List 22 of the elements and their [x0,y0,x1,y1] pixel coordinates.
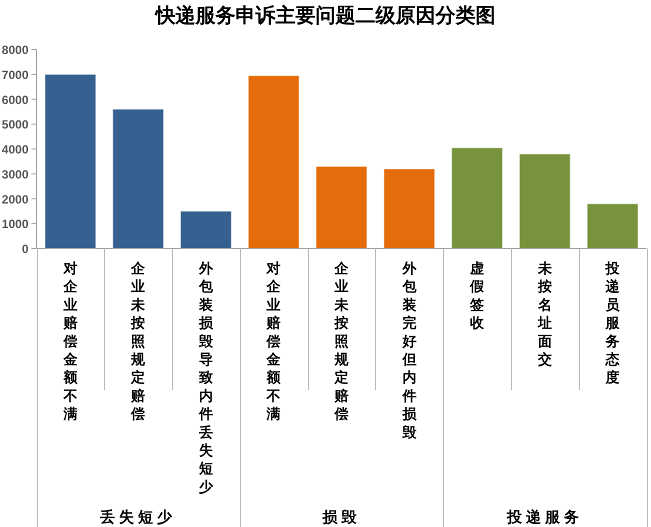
x-tick-label: 未按名址面交 [538,262,552,368]
y-tick-label: 7000 [2,68,28,82]
y-tick-label: 4000 [2,142,28,156]
y-tick-label: 1000 [2,217,28,232]
x-group-label: 丢失短少 [100,510,176,526]
y-tick-label: 2000 [2,192,28,206]
x-group-label: 损毁 [322,510,360,526]
y-tick-label: 8000 [2,43,28,57]
x-tick-label: 外包装损毁导致内件丢失短少 [198,262,213,496]
x-tick-label: 外包装完好但内件损毁 [402,262,416,441]
y-tick-label: 3000 [2,167,28,182]
x-tick-label: 虚假签收 [470,262,484,332]
chart-title: 快递服务申诉主要问题二级原因分类图 [156,5,496,27]
y-tick-label: 6000 [2,92,28,107]
y-tick-label: 0 [22,242,28,256]
x-tick-label: 企业未按照规定赔偿 [131,262,146,423]
x-tick-label: 投递员服务态度 [606,262,620,386]
x-tick-label: 企业未按照规定赔偿 [334,262,348,423]
x-group-label: 投递服务 [506,510,583,526]
y-tick-label: 5000 [2,118,28,132]
x-tick-label: 对企业赔偿金额不满 [266,262,281,423]
x-tick-label: 对企业赔偿金额不满 [63,262,78,423]
